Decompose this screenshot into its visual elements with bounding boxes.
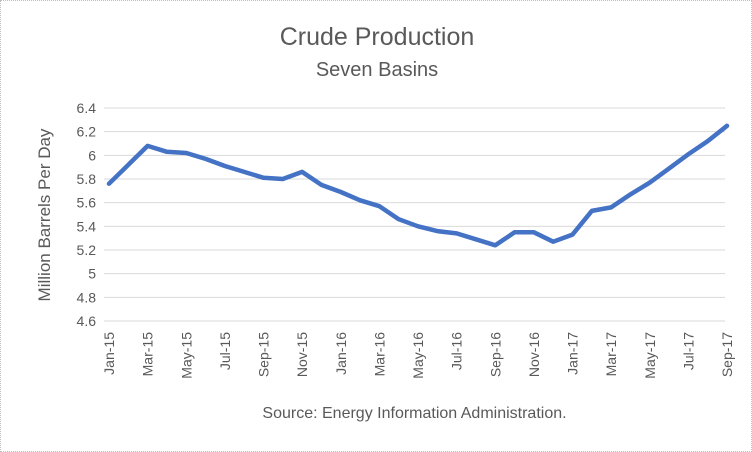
- y-tick-label: 4.6: [77, 313, 97, 329]
- x-tick-label: May-17: [642, 332, 658, 379]
- production-line: [106, 123, 730, 248]
- x-tick-label: Sep-15: [256, 332, 272, 377]
- x-tick-label: Jan-17: [565, 332, 581, 375]
- chart-title: Crude Production: [279, 23, 475, 51]
- x-tick-label: Jul-15: [217, 332, 233, 370]
- x-tick-label: May-16: [410, 332, 426, 379]
- y-tick-label: 5.8: [77, 171, 97, 187]
- x-tick-label: Jul-17: [680, 332, 696, 370]
- x-tick-label: Mar-15: [140, 332, 156, 377]
- chart-subtitle: Seven Basins: [315, 59, 439, 81]
- y-tick-label: 4.8: [77, 289, 97, 305]
- x-tick-label: Mar-17: [603, 332, 619, 377]
- x-tick-label: Sep-17: [719, 332, 735, 377]
- x-tick-label: Mar-16: [371, 332, 387, 377]
- y-tick-label: 6.2: [77, 124, 97, 140]
- y-tick-label: 5.4: [77, 218, 97, 234]
- y-tick-label: 6: [88, 147, 96, 163]
- y-tick-label: 5.6: [77, 195, 97, 211]
- x-tick-label: Nov-15: [294, 332, 310, 377]
- y-tick-label: 5: [88, 266, 96, 282]
- x-tick-label: May-15: [178, 332, 194, 379]
- x-tick-label: Nov-16: [526, 332, 542, 377]
- x-tick-label: Jan-16: [333, 332, 349, 375]
- x-tick-label: Jan-15: [101, 332, 117, 375]
- y-tick-label: 5.2: [77, 242, 97, 258]
- y-tick-label: 6.4: [77, 100, 97, 116]
- x-tick-label: Sep-16: [487, 332, 503, 377]
- x-tick-label: Jul-16: [449, 332, 465, 370]
- source-note: Source: Energy Information Administratio…: [262, 405, 567, 422]
